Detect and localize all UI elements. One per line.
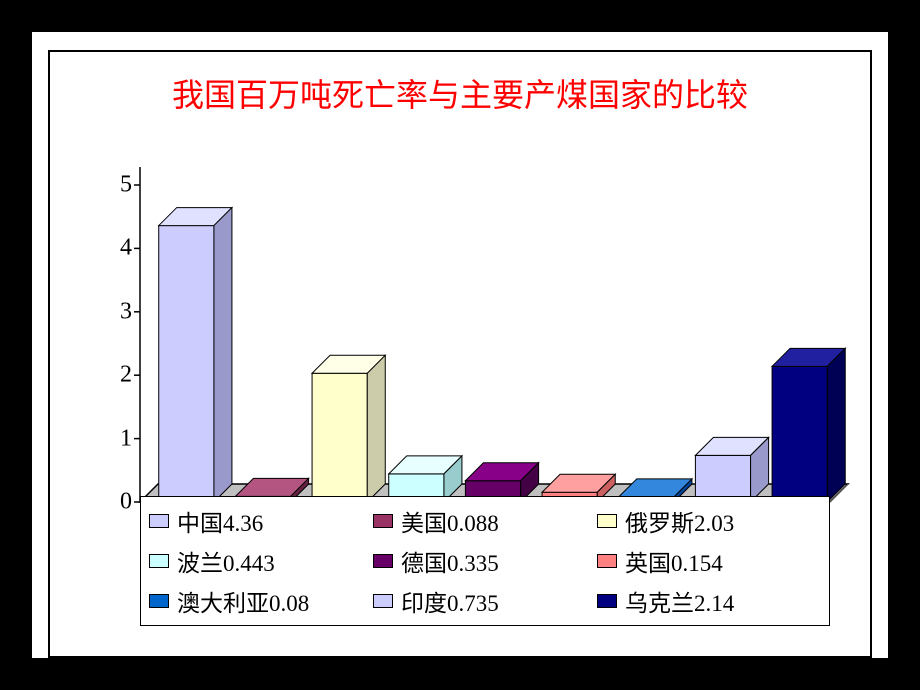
legend-item: 德国0.335 bbox=[373, 541, 597, 581]
y-tick-label: 0 bbox=[120, 489, 132, 516]
legend-label: 乌克兰2.14 bbox=[625, 584, 734, 618]
y-tick-label: 2 bbox=[120, 362, 132, 389]
legend: 中国4.36 美国0.088 俄罗斯2.03 波兰0.443 德国0.335 英国0.15… bbox=[140, 496, 830, 626]
legend-label: 英国0.154 bbox=[625, 544, 723, 578]
legend-swatch bbox=[373, 554, 393, 568]
legend-swatch bbox=[149, 554, 169, 568]
y-tick-label: 1 bbox=[120, 425, 132, 452]
y-tick-label: 5 bbox=[120, 172, 132, 199]
legend-swatch bbox=[373, 594, 393, 608]
plot-area: 012345 bbox=[140, 167, 830, 502]
y-axis: 012345 bbox=[100, 167, 140, 502]
legend-swatch bbox=[597, 554, 617, 568]
legend-swatch bbox=[597, 514, 617, 528]
y-tick-label: 4 bbox=[120, 235, 132, 262]
y-tick-label: 3 bbox=[120, 298, 132, 325]
legend-item: 印度0.735 bbox=[373, 581, 597, 621]
legend-swatch bbox=[373, 514, 393, 528]
legend-label: 波兰0.443 bbox=[177, 544, 275, 578]
legend-swatch bbox=[597, 594, 617, 608]
chart-container: 我国百万吨死亡率与主要产煤国家的比较 012345 中国4.36美国0.088俄… bbox=[48, 50, 872, 658]
footer-page: 4 bbox=[883, 663, 894, 686]
legend-label: 德国0.335 bbox=[401, 544, 499, 578]
legend-swatch bbox=[149, 594, 169, 608]
legend-item: 中国4.36 bbox=[149, 501, 373, 541]
chart-svg bbox=[140, 167, 830, 502]
footer-date: 7/23/2024 bbox=[64, 663, 153, 686]
legend-label: 俄罗斯2.03 bbox=[625, 504, 734, 538]
legend-label: 澳大利亚0.08 bbox=[177, 584, 309, 618]
legend-item: 美国0.088 bbox=[373, 501, 597, 541]
legend-item: 波兰0.443 bbox=[149, 541, 373, 581]
legend-item: 澳大利亚0.08 bbox=[149, 581, 373, 621]
legend-item: 俄罗斯2.03 bbox=[597, 501, 821, 541]
legend-label: 中国4.36 bbox=[177, 504, 263, 538]
legend-swatch bbox=[149, 514, 169, 528]
chart-title: 我国百万吨死亡率与主要产煤国家的比较 bbox=[50, 70, 870, 116]
legend-label: 美国0.088 bbox=[401, 504, 499, 538]
legend-label: 印度0.735 bbox=[401, 584, 499, 618]
legend-item: 乌克兰2.14 bbox=[597, 581, 821, 621]
legend-item: 英国0.154 bbox=[597, 541, 821, 581]
